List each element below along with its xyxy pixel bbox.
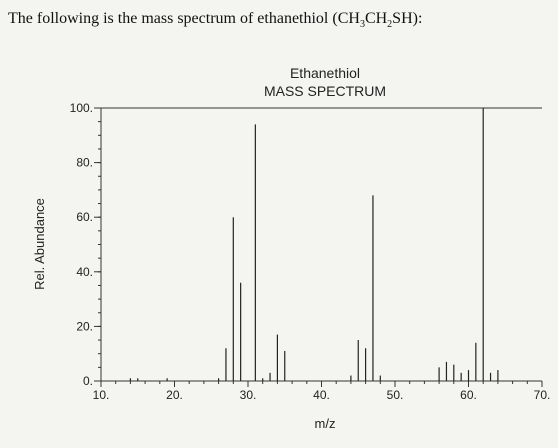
y-tick-label: 0. — [83, 374, 93, 388]
intro-mid: CH — [364, 10, 388, 27]
x-tick-label: 40. — [313, 388, 330, 402]
x-tick-label: 60. — [460, 388, 477, 402]
y-ticks: 0. 20. 40. 60. 80. 100. — [70, 101, 101, 388]
x-axis-label: m/z — [315, 416, 336, 431]
x-tick-label: 20. — [166, 388, 183, 402]
y-tick-label: 60. — [76, 210, 93, 224]
x-tick-label: 30. — [240, 388, 257, 402]
y-tick-label: 40. — [76, 265, 93, 279]
intro-subscript-3: 3 — [359, 19, 365, 31]
intro-text: The following is the mass spectrum of et… — [8, 10, 422, 30]
intro-prefix: The following is the mass spectrum of et… — [8, 10, 360, 27]
intro-subscript-2: 2 — [387, 19, 393, 31]
y-tick-label: 20. — [76, 319, 93, 333]
x-tick-label: 50. — [387, 388, 404, 402]
x-ticks: 10. 20. 30. 40. 50. 60. 70. — [93, 388, 551, 402]
x-tick-label: 10. — [93, 388, 110, 402]
chart-subtitle: MASS SPECTRUM — [264, 83, 386, 99]
y-axis-label: Rel. Abundance — [32, 198, 47, 290]
y-tick-label: 80. — [76, 156, 93, 170]
chart-title: Ethanethiol — [290, 65, 360, 81]
x-tick-label: 70. — [534, 388, 551, 402]
intro-suffix: SH): — [392, 10, 423, 27]
y-tick-label: 100. — [70, 101, 93, 115]
spectrum-bars — [129, 108, 499, 381]
axes — [98, 107, 543, 387]
